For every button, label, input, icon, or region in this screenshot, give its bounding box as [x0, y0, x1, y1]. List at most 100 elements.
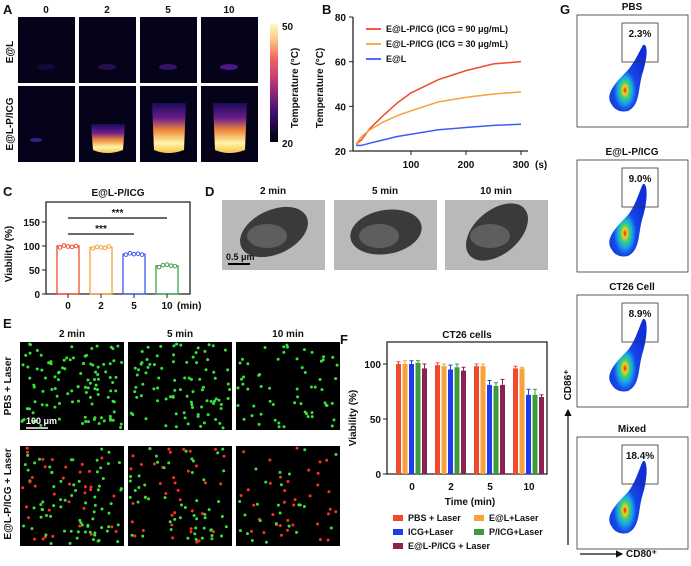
- live-cell: [97, 421, 101, 425]
- live-cell: [258, 372, 262, 376]
- live-cell: [86, 524, 90, 528]
- live-cell: [65, 356, 69, 360]
- dead-cell: [239, 493, 243, 497]
- colorbar-min: 20: [282, 139, 294, 150]
- live-cell: [39, 503, 43, 507]
- live-cell: [62, 529, 66, 533]
- dead-cell: [152, 462, 156, 466]
- live-cell: [93, 378, 97, 382]
- e-column-label: 10 min: [272, 329, 304, 340]
- panel-c-chart: C E@L-P/ICG Viability (%) 0 50 100 150 0 2 5 10…: [3, 184, 201, 312]
- thermal-spot: [37, 64, 55, 70]
- live-cell: [264, 480, 268, 484]
- flow-density-blob: [609, 318, 647, 392]
- live-cell: [44, 533, 48, 537]
- flow-gate-percentage: 9.0%: [629, 174, 652, 185]
- dead-cell: [203, 481, 207, 485]
- live-cell: [134, 385, 138, 389]
- live-cell: [28, 376, 32, 380]
- live-cell: [135, 395, 139, 399]
- live-cell: [52, 504, 56, 508]
- dead-cell: [172, 476, 176, 480]
- d-scale-bar-label: 0.5 μm: [226, 252, 255, 262]
- dead-cell: [114, 529, 118, 533]
- live-cell: [178, 516, 182, 520]
- live-cell: [221, 426, 225, 430]
- live-cell: [226, 396, 230, 400]
- live-cell: [242, 375, 246, 379]
- g-ylabel: CD86⁺: [563, 370, 574, 401]
- e-row-label-elpicg: E@L-P/ICG + Laser: [3, 448, 14, 539]
- live-cell: [102, 419, 106, 423]
- dead-cell: [325, 458, 329, 462]
- live-cell: [171, 394, 175, 398]
- flow-gate: [621, 167, 659, 208]
- dead-cell: [133, 534, 137, 538]
- f-bar: [461, 370, 466, 474]
- live-cell: [92, 510, 96, 514]
- thermal-spot: [98, 64, 116, 70]
- live-cell: [145, 357, 149, 361]
- live-cell: [112, 410, 116, 414]
- live-cell: [254, 467, 258, 471]
- live-cell: [144, 417, 148, 421]
- c-ytick-label: 100: [23, 242, 40, 253]
- c-bar: [89, 246, 113, 295]
- flow-gate-percentage: 8.9%: [629, 309, 652, 320]
- live-cell: [236, 404, 240, 408]
- fluorescence-image: [128, 342, 232, 430]
- c-data-point: [135, 251, 141, 256]
- e-column-label: 2 min: [59, 329, 85, 340]
- live-cell: [33, 400, 37, 404]
- dead-cell: [316, 483, 320, 487]
- live-cell: [133, 489, 137, 493]
- live-cell: [211, 344, 215, 348]
- f-legend-swatch: [474, 529, 484, 535]
- live-cell: [84, 419, 88, 423]
- f-bar: [539, 397, 544, 474]
- dead-cell: [47, 508, 51, 512]
- live-cell: [22, 524, 26, 528]
- b-xlabel: (s): [535, 160, 547, 171]
- live-cell: [86, 420, 90, 424]
- live-cell: [274, 522, 278, 526]
- live-cell: [28, 343, 32, 347]
- live-cell: [84, 501, 88, 505]
- live-cell: [174, 425, 178, 429]
- g-plot-title: Mixed: [618, 424, 646, 435]
- live-cell: [246, 387, 250, 391]
- thermal-image-el: [201, 17, 258, 83]
- live-cell: [77, 479, 81, 483]
- live-cell: [273, 418, 277, 422]
- c-xtick-label: 10: [161, 301, 173, 312]
- dead-cell: [200, 512, 204, 516]
- panel-label-f: F: [340, 332, 348, 347]
- dead-cell: [292, 503, 296, 507]
- live-cell: [100, 526, 104, 530]
- dead-cell: [295, 446, 299, 450]
- dead-cell: [252, 503, 256, 507]
- live-cell: [55, 394, 59, 398]
- live-cell: [245, 532, 249, 536]
- live-cell: [282, 425, 286, 429]
- dead-cell: [279, 533, 283, 537]
- live-cell: [50, 470, 54, 474]
- live-cell: [310, 411, 314, 415]
- f-legend-label: E@L-P/ICG + Laser: [408, 541, 491, 551]
- live-cell: [168, 395, 172, 399]
- c-bar: [56, 245, 80, 295]
- live-cell: [164, 424, 168, 428]
- live-cell: [119, 422, 123, 426]
- dead-cell: [89, 532, 93, 536]
- thermal-spot: [159, 64, 177, 70]
- g-plot-title: PBS: [622, 2, 643, 13]
- live-cell: [141, 534, 145, 538]
- live-cell: [179, 503, 183, 507]
- flow-gate: [621, 302, 659, 343]
- f-bar: [526, 394, 531, 474]
- live-cell: [323, 401, 327, 405]
- live-cell: [217, 500, 221, 504]
- dead-cell: [308, 494, 312, 498]
- live-cell: [70, 345, 74, 349]
- live-cell: [182, 411, 186, 415]
